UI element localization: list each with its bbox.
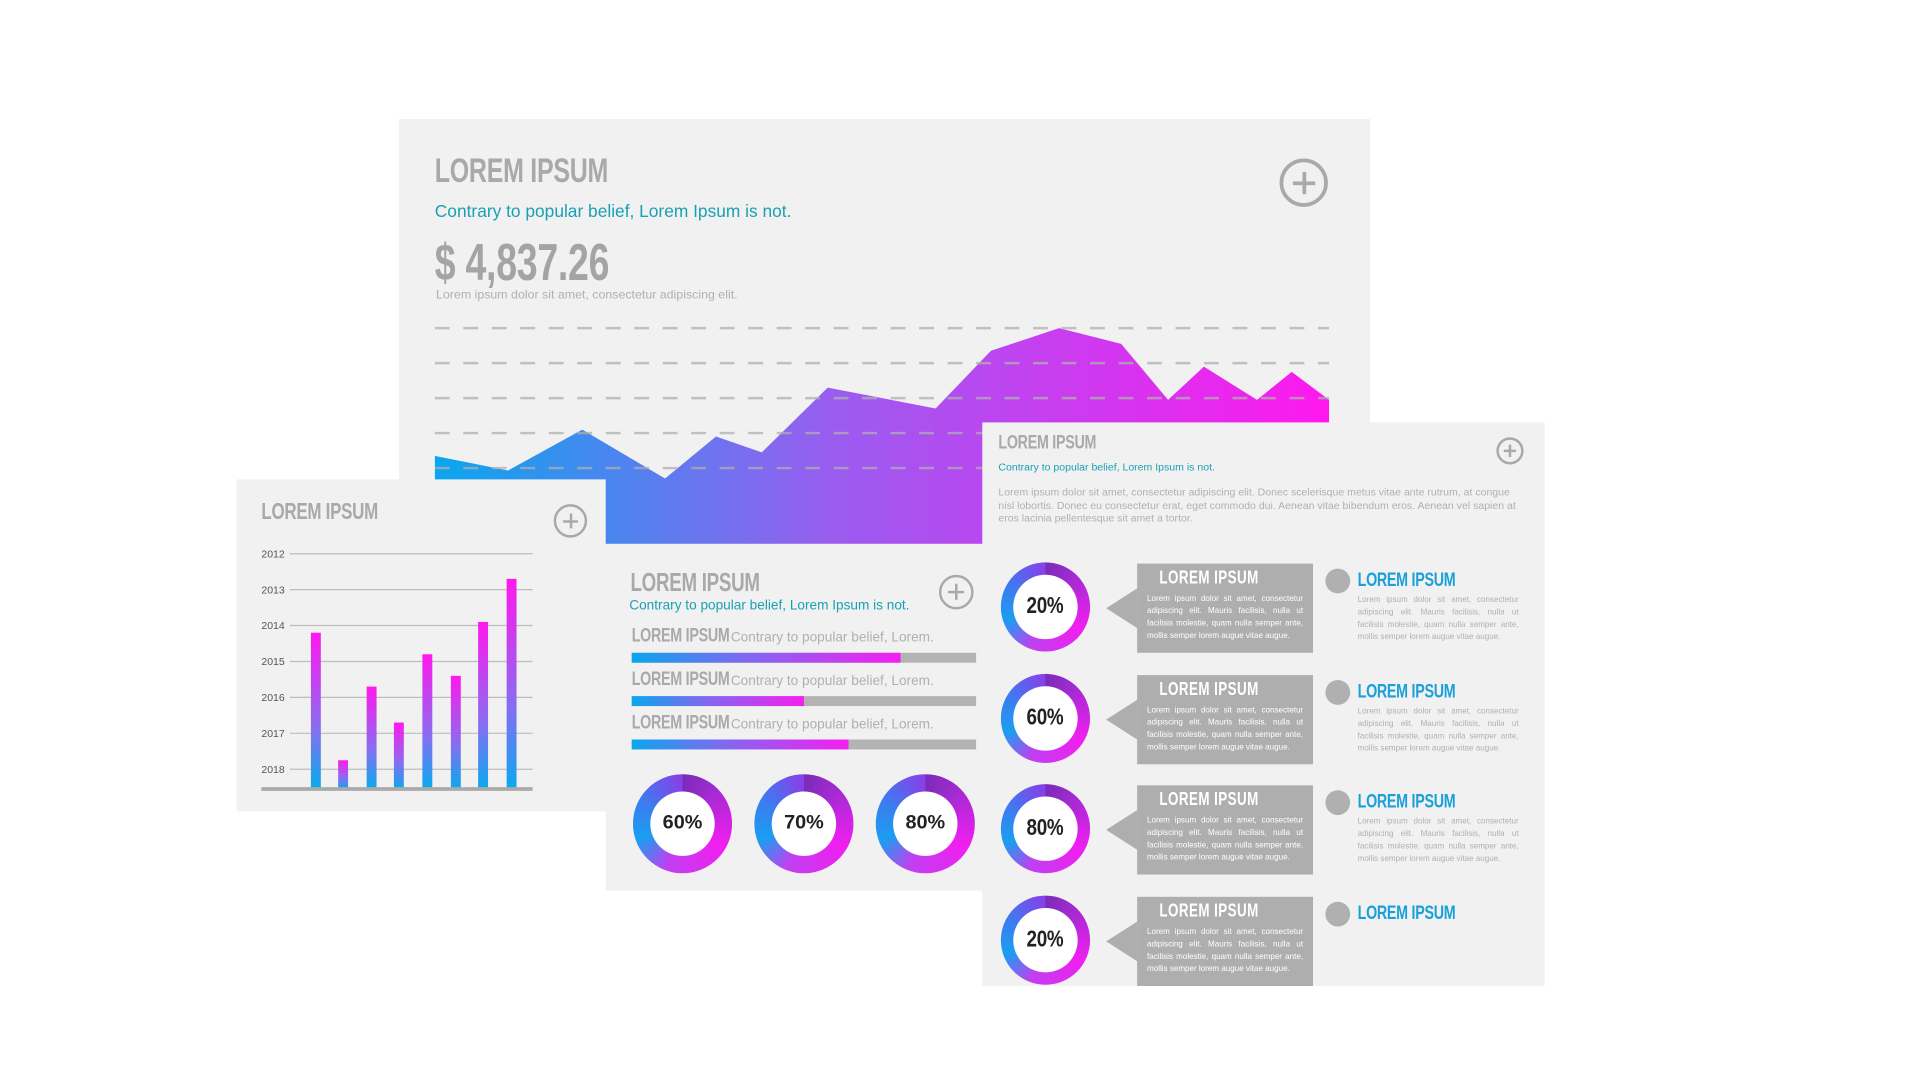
bar [366, 686, 377, 789]
progress-bar [631, 652, 977, 663]
info-card: LOREM IPSUM Lorem ipsum dolor sit amet, … [1106, 675, 1314, 765]
plus-circle-icon[interactable] [938, 574, 974, 610]
panel-title: LOREM IPSUM [998, 432, 1097, 454]
y-tick-label: 2016 [261, 692, 285, 704]
progress-fill [631, 652, 901, 663]
donut-gauge: 70% [754, 774, 854, 874]
progress-bar [631, 739, 977, 750]
card-title: LOREM IPSUM [1159, 567, 1259, 589]
progress-bar [631, 696, 977, 707]
donut-label: 70% [784, 812, 824, 834]
progress-panel: LOREM IPSUM Contrary to popular belief, … [605, 543, 983, 891]
bullet-dot-icon [1325, 680, 1351, 705]
bullet-dot-icon [1325, 901, 1351, 927]
donut-label: 60% [662, 812, 703, 834]
donut-label: 60% [1027, 704, 1064, 731]
bar [506, 578, 517, 789]
panel-title: LOREM IPSUM [261, 499, 378, 526]
info-card: LOREM IPSUM Lorem ipsum dolor sit amet, … [1106, 896, 1314, 987]
donut-gauge: 20% [1000, 562, 1091, 652]
panel-title: LOREM IPSUM [630, 568, 760, 598]
donut-gauge: 60% [632, 774, 733, 874]
progress-text: Contrary to popular belief, Lorem. [730, 630, 934, 646]
amount-value: $ 4,837.26 [434, 232, 610, 292]
donut-label: 20% [1027, 926, 1064, 953]
bar-chart: 2012 2013 2014 2015 2016 2017 2018 [261, 548, 533, 791]
panel-subtitle: Contrary to popular belief, Lorem Ipsum … [434, 200, 792, 221]
panel-paragraph: Lorem ipsum dolor sit amet, consectetur … [998, 485, 1516, 524]
bar [450, 675, 461, 789]
progress-label: LOREM IPSUM [631, 712, 730, 734]
card-text: Lorem ipsum dolor sit amet, consectetur … [1147, 816, 1304, 863]
info-card: LOREM IPSUM Lorem ipsum dolor sit amet, … [1106, 785, 1314, 875]
y-tick-label: 2018 [261, 764, 285, 776]
y-tick-label: 2015 [261, 656, 285, 668]
card-title: LOREM IPSUM [1159, 900, 1259, 922]
bar [422, 654, 433, 789]
card-title: LOREM IPSUM [1159, 678, 1259, 700]
bullet-dot-icon [1325, 568, 1351, 594]
bar [310, 632, 321, 789]
y-tick-label: 2013 [261, 584, 285, 596]
panel-title: LOREM IPSUM [434, 151, 609, 190]
side-title: LOREM IPSUM [1357, 791, 1456, 813]
donut-gauge: 20% [1000, 895, 1091, 985]
side-text: Lorem ipsum dolor sit amet, consectetur … [1357, 707, 1519, 754]
donut-gauge: 80% [875, 774, 975, 874]
donut-label: 80% [1027, 815, 1064, 842]
plus-circle-icon[interactable] [1496, 437, 1524, 465]
y-tick-label: 2014 [261, 620, 285, 632]
donut-gauge: 60% [1000, 673, 1091, 764]
side-title: LOREM IPSUM [1357, 681, 1456, 703]
donut-label: 80% [905, 812, 946, 834]
y-tick-label: 2017 [261, 728, 285, 740]
side-title: LOREM IPSUM [1357, 569, 1456, 591]
progress-label: LOREM IPSUM [631, 668, 730, 690]
card-title: LOREM IPSUM [1159, 789, 1259, 811]
progress-fill [631, 739, 849, 750]
yearly-bar-panel: LOREM IPSUM 2012 2013 2014 2015 2016 2017 2018 [236, 479, 606, 812]
progress-label: LOREM IPSUM [631, 625, 730, 647]
side-text: Lorem ipsum dolor sit amet, consectetur … [1357, 595, 1519, 642]
panel-subtitle: Contrary to popular belief, Lorem Ipsum … [998, 460, 1215, 474]
card-text: Lorem ipsum dolor sit amet, consectetur … [1147, 927, 1304, 974]
donut-label: 20% [1027, 593, 1064, 620]
plus-circle-icon[interactable] [553, 504, 588, 538]
side-title: LOREM IPSUM [1357, 903, 1456, 925]
bar [393, 722, 404, 789]
card-text: Lorem ipsum dolor sit amet, consectetur … [1147, 706, 1304, 752]
info-panel: LOREM IPSUM Contrary to popular belief, … [982, 422, 1545, 987]
side-text: Lorem ipsum dolor sit amet, consectetur … [1357, 817, 1519, 864]
progress-text: Contrary to popular belief, Lorem. [730, 673, 934, 689]
amount-caption: Lorem ipsum dolor sit amet, consectetur … [436, 288, 738, 303]
y-tick-label: 2012 [261, 548, 285, 560]
bar [478, 621, 489, 789]
card-text: Lorem ipsum dolor sit amet, consectetur … [1147, 594, 1304, 641]
panel-subtitle: Contrary to popular belief, Lorem Ipsum … [629, 598, 910, 614]
bar [338, 760, 349, 789]
info-card: LOREM IPSUM Lorem ipsum dolor sit amet, … [1106, 563, 1314, 653]
bullet-dot-icon [1325, 790, 1351, 816]
progress-fill [631, 696, 804, 707]
donut-gauge: 80% [1000, 784, 1091, 874]
plus-circle-icon[interactable] [1279, 158, 1328, 207]
progress-text: Contrary to popular belief, Lorem. [730, 717, 934, 733]
